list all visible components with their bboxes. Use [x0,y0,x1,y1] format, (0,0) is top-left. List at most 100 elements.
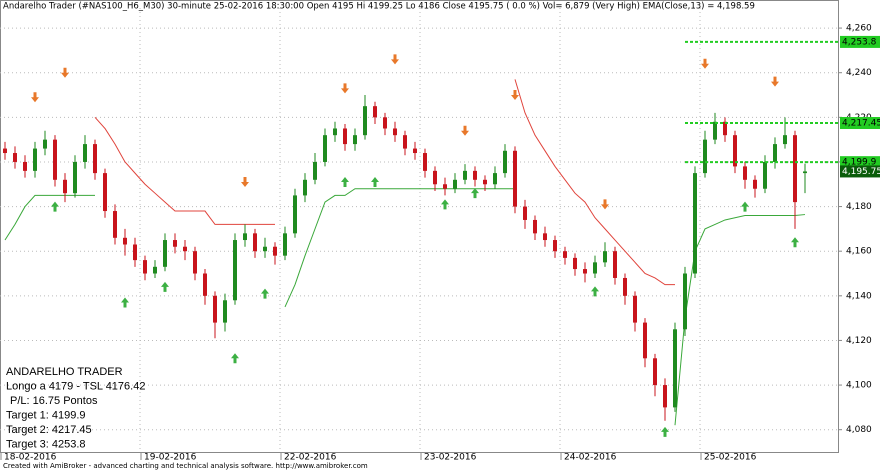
candle-body [503,150,507,174]
buy-arrow [121,297,129,308]
chart-title: Andarelho Trader (#NAS100_H6_M30) 30-min… [3,2,755,12]
candle-body [183,246,187,252]
candle-body [163,240,167,267]
buy-arrow [471,188,479,199]
buy-arrow [741,201,749,212]
y-tick-label: 4,120 [846,336,872,346]
candle-body [173,240,177,247]
candle-body [73,161,77,194]
candle-body [343,128,347,145]
buy-arrow [441,199,449,210]
candle-body [383,117,387,129]
candle-body [243,233,247,241]
candle-body [443,184,447,189]
y-tick-label: 4,260 [846,24,872,34]
candle-body [153,266,157,274]
buy-arrow [661,426,669,437]
candle-body [83,144,87,162]
candle-body [663,385,667,408]
candle-body [723,121,727,136]
candle-body [643,322,647,359]
candle-body [3,148,7,154]
stop-short-line [94,79,675,286]
target-label: 4,217.45 [842,119,880,129]
buy-arrow [51,201,59,212]
sell-arrow [31,92,39,103]
candle-body [783,135,787,145]
candle-body [363,106,367,136]
x-tick-label: 24-02-2016 [564,453,617,463]
candle-body [323,135,327,162]
candle-body [473,170,477,180]
x-tick-label: 22-02-2016 [284,453,337,463]
candle-body [653,358,657,386]
candle-body [703,139,707,174]
last-price-box [840,165,880,178]
candle-body [733,135,737,167]
candle-body [413,148,417,154]
info-text: Target 2: 4217.45 [6,424,92,436]
sell-arrow [461,125,469,136]
candle-body [23,161,27,171]
x-tick-label: 19-02-2016 [144,453,197,463]
candle-body [193,251,197,274]
sell-arrow [511,90,519,101]
info-text: P/L: 16.75 Pontos [10,395,98,407]
candle-body [563,251,567,258]
candle-body [223,300,227,323]
x-tick-label: 18-02-2016 [4,453,57,463]
candle-body [613,251,617,278]
sell-arrow [241,177,249,188]
candle-body [33,148,37,171]
buy-arrow [161,281,169,292]
candle-body [263,246,267,252]
candle-body [773,144,777,162]
candle-body [633,295,637,323]
y-tick-label: 4,180 [846,202,872,212]
candle-body [483,179,487,185]
y-tick-label: 4,140 [846,291,872,301]
candle-body [213,295,217,323]
candle-body [763,161,767,189]
target-label-box [840,156,880,169]
x-tick-label: 25-02-2016 [704,453,757,463]
candle-body [53,139,57,180]
candle-body [283,233,287,256]
plot-frame [0,0,839,453]
candle-body [303,179,307,196]
candle-body [233,240,237,301]
info-text: Longo a 4179 - TSL 4176.42 [6,380,145,392]
candle-body [433,170,437,185]
candle-body [753,179,757,189]
candle-body [453,179,457,189]
candle-body [293,195,297,234]
y-tick-label: 4,100 [846,381,872,391]
candle-body [713,121,717,140]
sell-arrow [701,58,709,69]
candle-body [43,139,47,149]
candle-body [583,269,587,274]
candle-body [123,237,127,245]
buy-arrow [261,288,269,299]
candle-body [573,257,577,270]
x-tick-label: 23-02-2016 [424,453,477,463]
candle-body [673,329,677,408]
candle-body [133,244,137,261]
y-tick-label: 4,160 [846,247,872,257]
target-label-box [840,117,880,130]
sell-arrow [61,67,69,78]
candle-body [493,173,497,185]
candle-body [513,150,517,207]
candle-body [403,135,407,149]
footer: Created with AmiBroker - advanced charti… [3,462,368,470]
candle-body [463,170,467,180]
candle-body [543,233,547,241]
info-text: ANDARELHO TRADER [6,366,123,378]
sell-arrow [391,54,399,65]
candle-body [603,251,607,263]
info-text: Target 1: 4199.9 [6,409,86,421]
y-tick-label: 4,240 [846,68,872,78]
info-text: Target 3: 4253.8 [6,438,86,450]
buy-arrow [231,353,239,364]
candle-body [593,262,597,274]
